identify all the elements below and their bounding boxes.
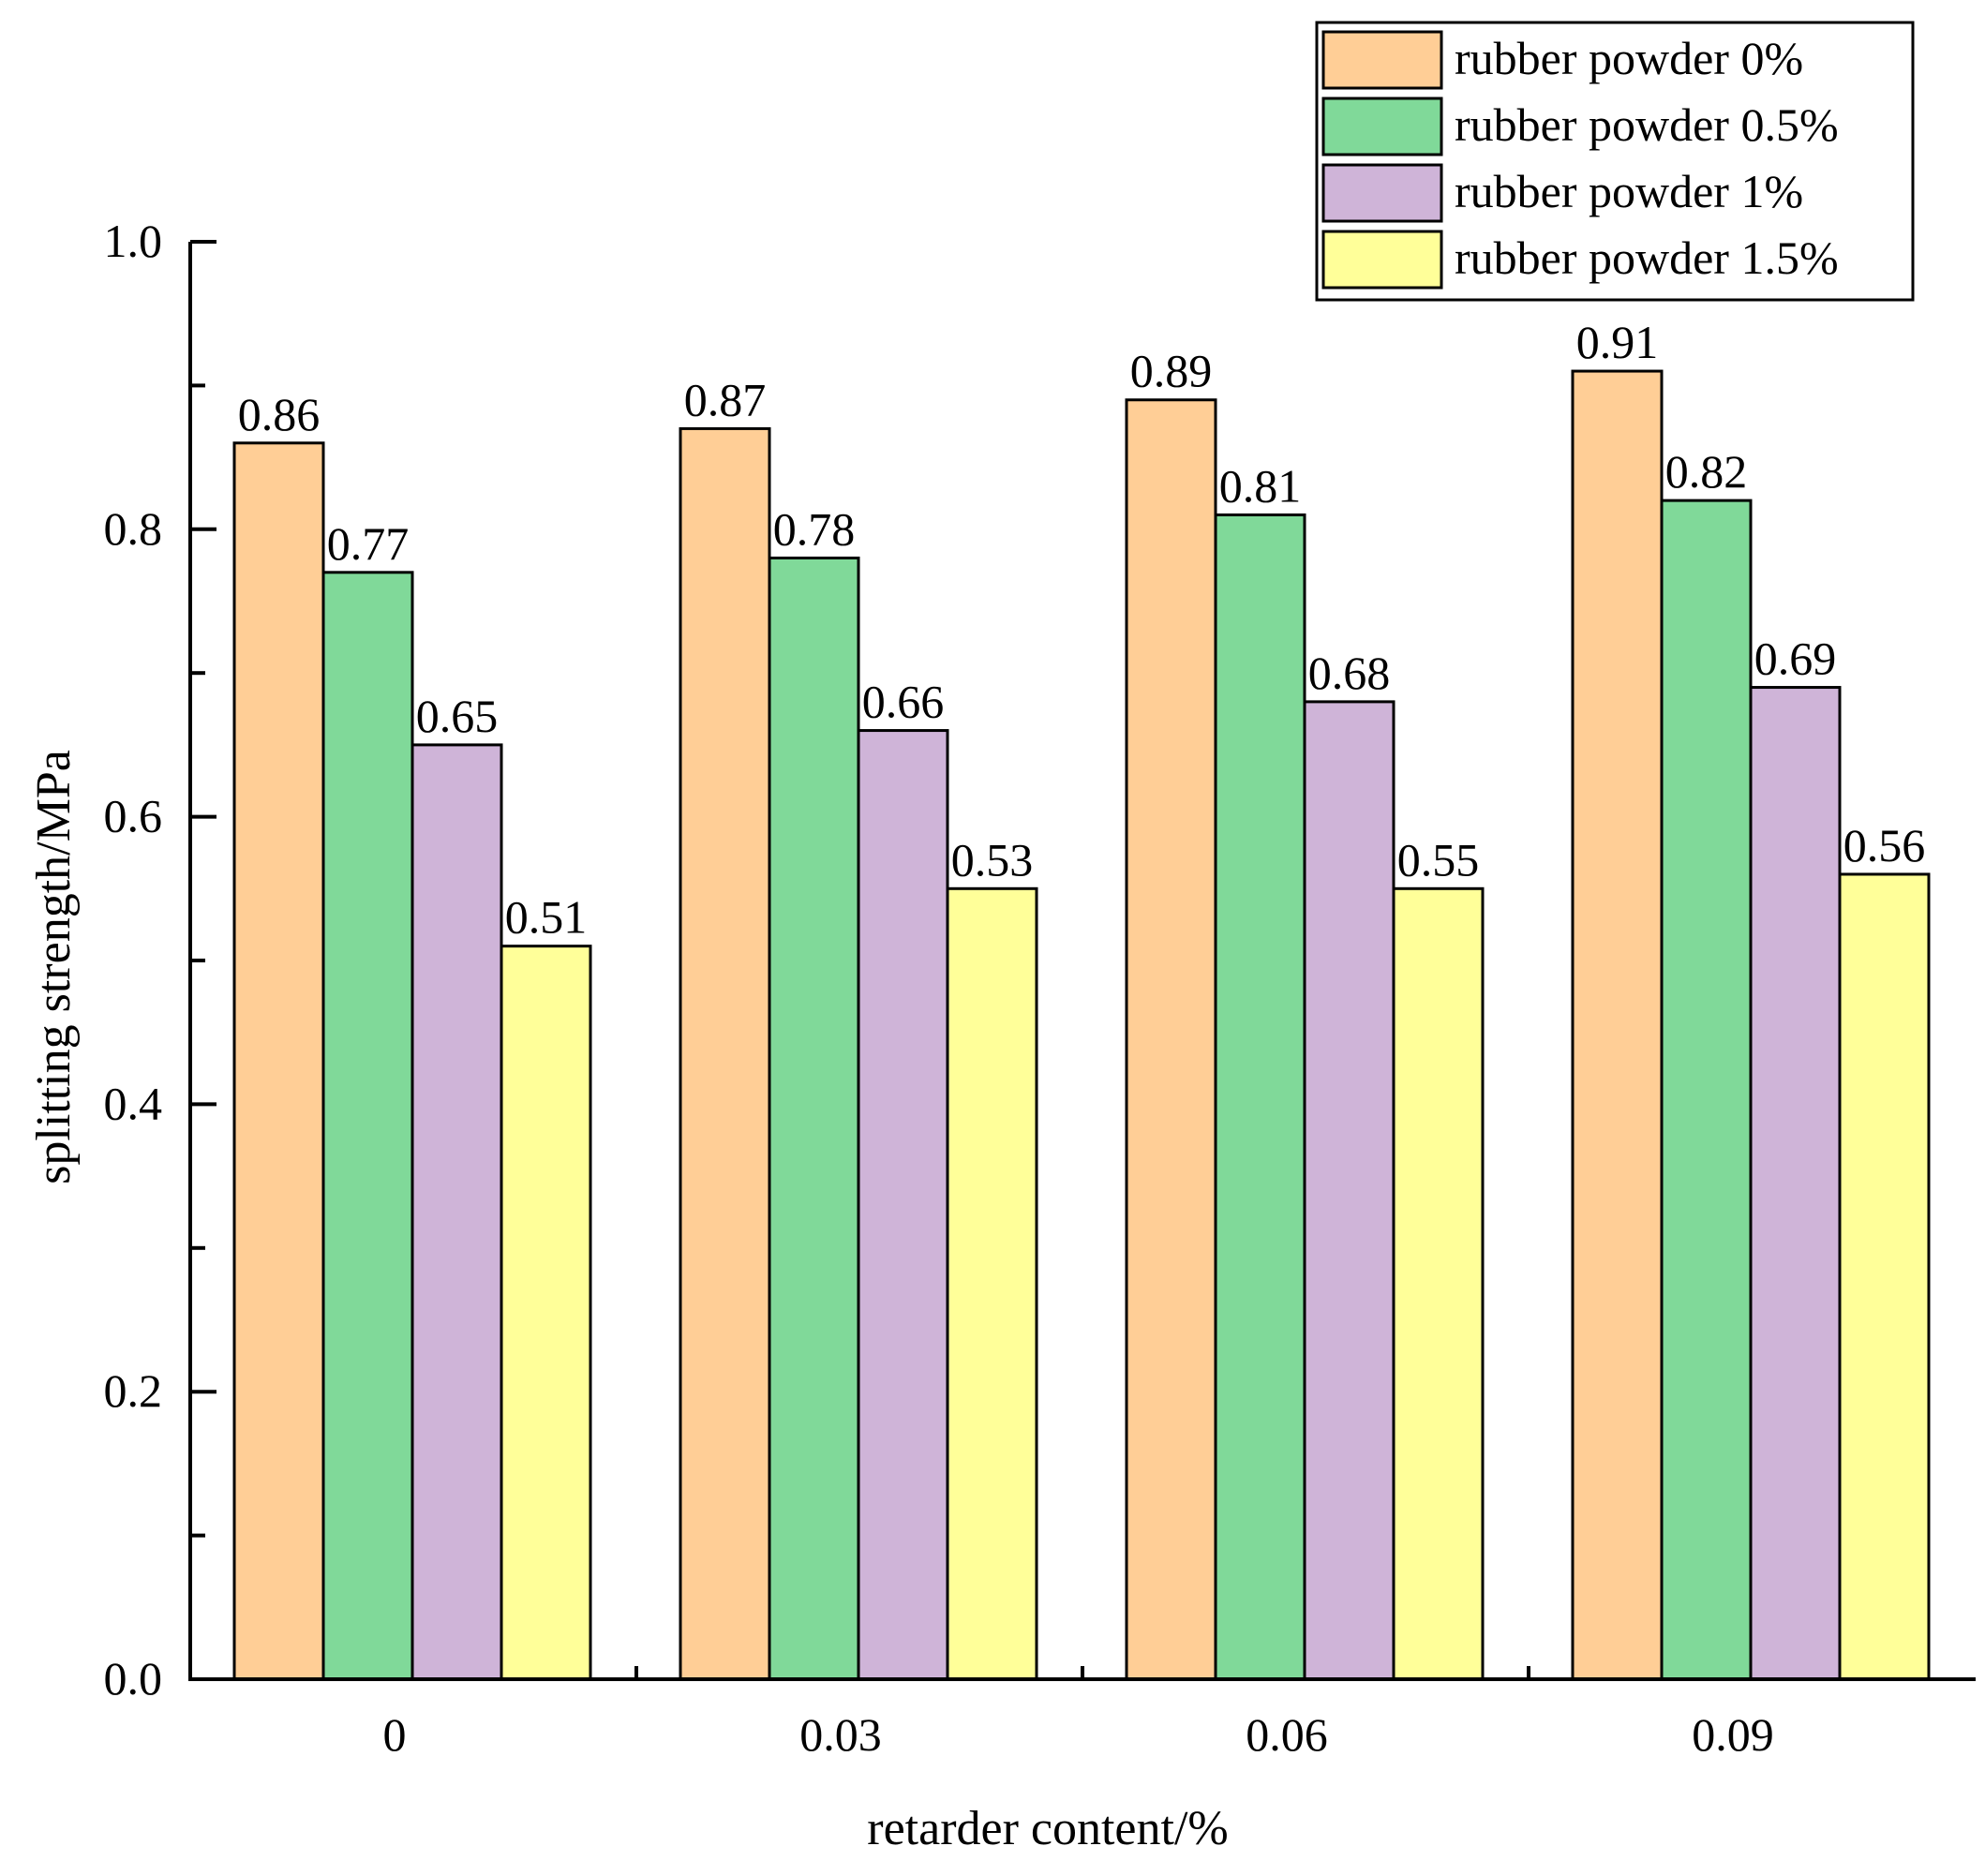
legend: rubber powder 0% rubber powder 0.5% rubber… [1315, 21, 1915, 302]
data-label: 0.89 [1130, 345, 1213, 397]
x-tick-label: 0.06 [1246, 1708, 1328, 1761]
bars-layer [232, 369, 1931, 1681]
bar [1303, 700, 1395, 1681]
y-tick-label: 0.6 [104, 790, 163, 842]
data-label: 0.53 [951, 833, 1034, 886]
legend-swatch [1321, 30, 1443, 90]
bar [679, 426, 771, 1681]
data-label: 0.69 [1754, 633, 1837, 685]
x-tick-label: 0.03 [799, 1708, 882, 1761]
data-labels-layer: 0.86 0.77 0.65 0.51 0.87 0.78 0.66 0.53 0.89 0.81… [238, 316, 1926, 944]
data-label: 0.86 [238, 388, 321, 440]
data-label: 0.78 [773, 502, 856, 555]
legend-label: rubber powder 1% [1455, 165, 1803, 217]
bar [1392, 886, 1485, 1681]
data-label: 0.77 [327, 517, 410, 570]
bar [1838, 872, 1931, 1681]
legend-swatch [1321, 97, 1443, 156]
data-label: 0.82 [1665, 445, 1748, 498]
data-label: 0.56 [1843, 819, 1926, 871]
bar [500, 945, 592, 1681]
bar [1214, 513, 1306, 1681]
data-label: 0.66 [862, 676, 945, 728]
y-tick-label: 0.0 [104, 1652, 163, 1705]
y-tick-label: 1.0 [104, 215, 163, 267]
data-label: 0.68 [1308, 647, 1391, 699]
bar [321, 571, 414, 1681]
bar [768, 556, 860, 1681]
data-label: 0.81 [1219, 459, 1302, 512]
y-tick-label: 0.8 [104, 502, 163, 555]
legend-label: rubber powder 1.5% [1455, 231, 1839, 284]
x-tick-label: 0 [383, 1708, 407, 1761]
data-label: 0.91 [1576, 316, 1659, 368]
bar [410, 743, 503, 1681]
data-label: 0.51 [505, 891, 588, 944]
bar [232, 441, 325, 1681]
x-tick-label: 0.09 [1692, 1708, 1774, 1761]
y-axis-title: splitting strength/MPa [27, 750, 81, 1184]
legend-label: rubber powder 0.5% [1455, 98, 1839, 151]
axes-layer: 0.0 0.2 0.4 0.6 0.8 1.0 0 0.03 0.06 0.09 [104, 215, 1976, 1761]
bar [1660, 499, 1753, 1681]
bar [1749, 686, 1842, 1681]
data-label: 0.65 [416, 690, 499, 742]
legend-swatch [1321, 163, 1443, 223]
legend-swatch [1321, 230, 1443, 290]
y-tick-label: 0.4 [104, 1077, 163, 1129]
legend-label: rubber powder 0% [1455, 32, 1803, 84]
x-axis-title: retarder content/% [867, 1802, 1228, 1855]
legend-items: rubber powder 0% rubber powder 0.5% rubber… [1321, 30, 1839, 290]
bar [1125, 398, 1217, 1681]
data-label: 0.55 [1397, 833, 1480, 886]
data-label: 0.87 [684, 373, 767, 425]
bar [1571, 369, 1664, 1681]
bar [857, 729, 949, 1681]
y-tick-label: 0.2 [104, 1364, 163, 1417]
bar [946, 886, 1038, 1681]
